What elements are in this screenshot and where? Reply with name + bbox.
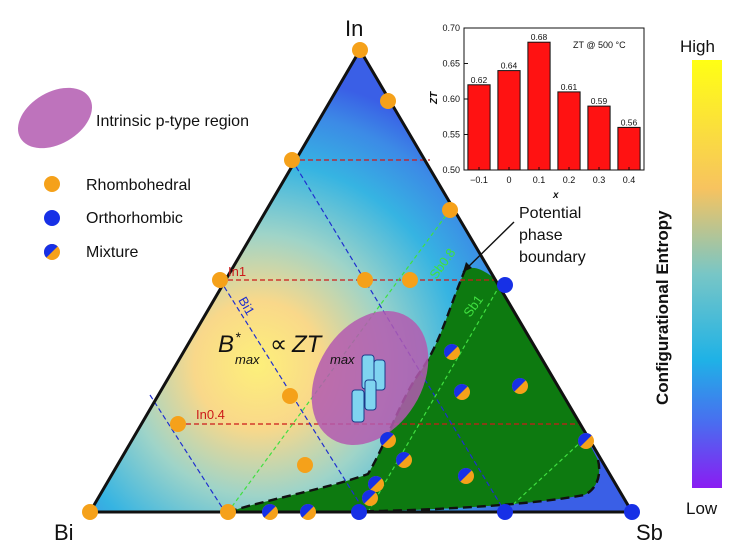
inset-bar-chart: ZT @ 500 °C ZT x 0.50 0.55 0.60 0.65 0.70 0.6…	[429, 23, 645, 201]
inset-xtick-label: −0.1	[470, 175, 488, 185]
mixture-points	[262, 344, 594, 520]
vertex-in-label: In	[345, 16, 363, 41]
inset-bar-value-label: 0.61	[561, 82, 578, 92]
inset-xtick-label: 0.1	[533, 175, 546, 185]
inset-title: ZT @ 500 °C	[573, 40, 626, 50]
annotation-line1: Potential	[519, 205, 581, 222]
inset-ylabel: ZT	[429, 91, 440, 105]
rhombohedral-points	[82, 42, 458, 520]
inset-bar	[497, 70, 521, 171]
inset-xtick-label: 0.3	[593, 175, 606, 185]
svg-text:B: B	[218, 331, 234, 358]
line-in1-label: In1	[228, 264, 246, 279]
vertex-sb-label: Sb	[636, 520, 663, 545]
legend-region-label: Intrinsic p-type region	[96, 113, 249, 130]
mixture-point	[458, 468, 474, 484]
vertex-bi-label: Bi	[54, 520, 74, 545]
sb-isolines	[227, 209, 584, 513]
inset-ytick-label: 0.70	[442, 23, 460, 33]
inset-ytick-label: 0.50	[442, 165, 460, 175]
svg-text:∝: ∝	[270, 331, 287, 358]
legend-mixture-icon	[44, 244, 60, 260]
svg-text:max: max	[330, 352, 355, 367]
inset-xtick-label: 0.4	[623, 175, 636, 185]
mixture-point	[380, 432, 396, 448]
inset-bar	[557, 91, 581, 171]
annotation-arrow	[462, 221, 515, 273]
inset-bar-value-label: 0.59	[591, 96, 608, 106]
inset-bar	[617, 126, 641, 171]
inset-bar-value-label: 0.68	[531, 32, 548, 42]
mixture-point	[444, 344, 460, 360]
inset-bar-value-label: 0.62	[471, 75, 488, 85]
svg-text:ZT: ZT	[291, 331, 324, 358]
colorbar-title: Configurational Entropy	[653, 210, 672, 405]
mixture-swatch	[44, 244, 60, 260]
annotation-line2: phase	[519, 227, 563, 244]
mixture-point	[299, 504, 316, 520]
mixture-point	[396, 451, 412, 468]
phase-boundary-dashed	[227, 269, 467, 514]
colorbar-low-label: Low	[686, 499, 718, 518]
inset-ytick-label: 0.60	[442, 94, 460, 104]
mixture-point	[454, 383, 470, 400]
legend-rhombohedral-label: Rhombohedral	[86, 177, 191, 194]
inset-bar	[587, 105, 611, 171]
mixture-point	[578, 433, 594, 449]
legend-orthorhombic-label: Orthorhombic	[86, 210, 183, 227]
orthorhombic-points	[351, 277, 640, 520]
inset-plot-frame	[463, 27, 645, 171]
sample-cylinders	[351, 354, 386, 423]
inset-bar-value-label: 0.56	[621, 117, 638, 127]
legend-rhombohedral-icon	[44, 176, 60, 192]
inset-bar	[467, 84, 491, 171]
inset-ytick-label: 0.65	[442, 59, 460, 69]
inset-xlabel: x	[552, 190, 559, 201]
mixture-point	[512, 378, 528, 394]
line-in04-label: In0.4	[196, 407, 225, 422]
legend-region-icon	[18, 87, 92, 149]
legend-mixture-label: Mixture	[86, 244, 139, 261]
colorbar-high-label: High	[680, 37, 715, 56]
colorbar	[692, 60, 722, 488]
inset-xtick-label: 0.2	[563, 175, 576, 185]
formula: B * max ∝ ZT max	[218, 329, 355, 367]
inset-bar	[527, 41, 551, 171]
inset-bar-value-label: 0.64	[501, 61, 518, 71]
annotation-line3: boundary	[519, 249, 586, 266]
mixture-point	[262, 504, 278, 520]
svg-text:max: max	[235, 352, 260, 367]
mixture-point	[362, 490, 378, 506]
svg-text:*: *	[235, 329, 241, 345]
annotation-arrowhead	[463, 262, 472, 272]
mixture-point	[367, 475, 384, 492]
legend-orthorhombic-icon	[44, 210, 60, 226]
inset-xtick-label: 0	[506, 175, 511, 185]
inset-ytick-label: 0.55	[442, 130, 460, 140]
